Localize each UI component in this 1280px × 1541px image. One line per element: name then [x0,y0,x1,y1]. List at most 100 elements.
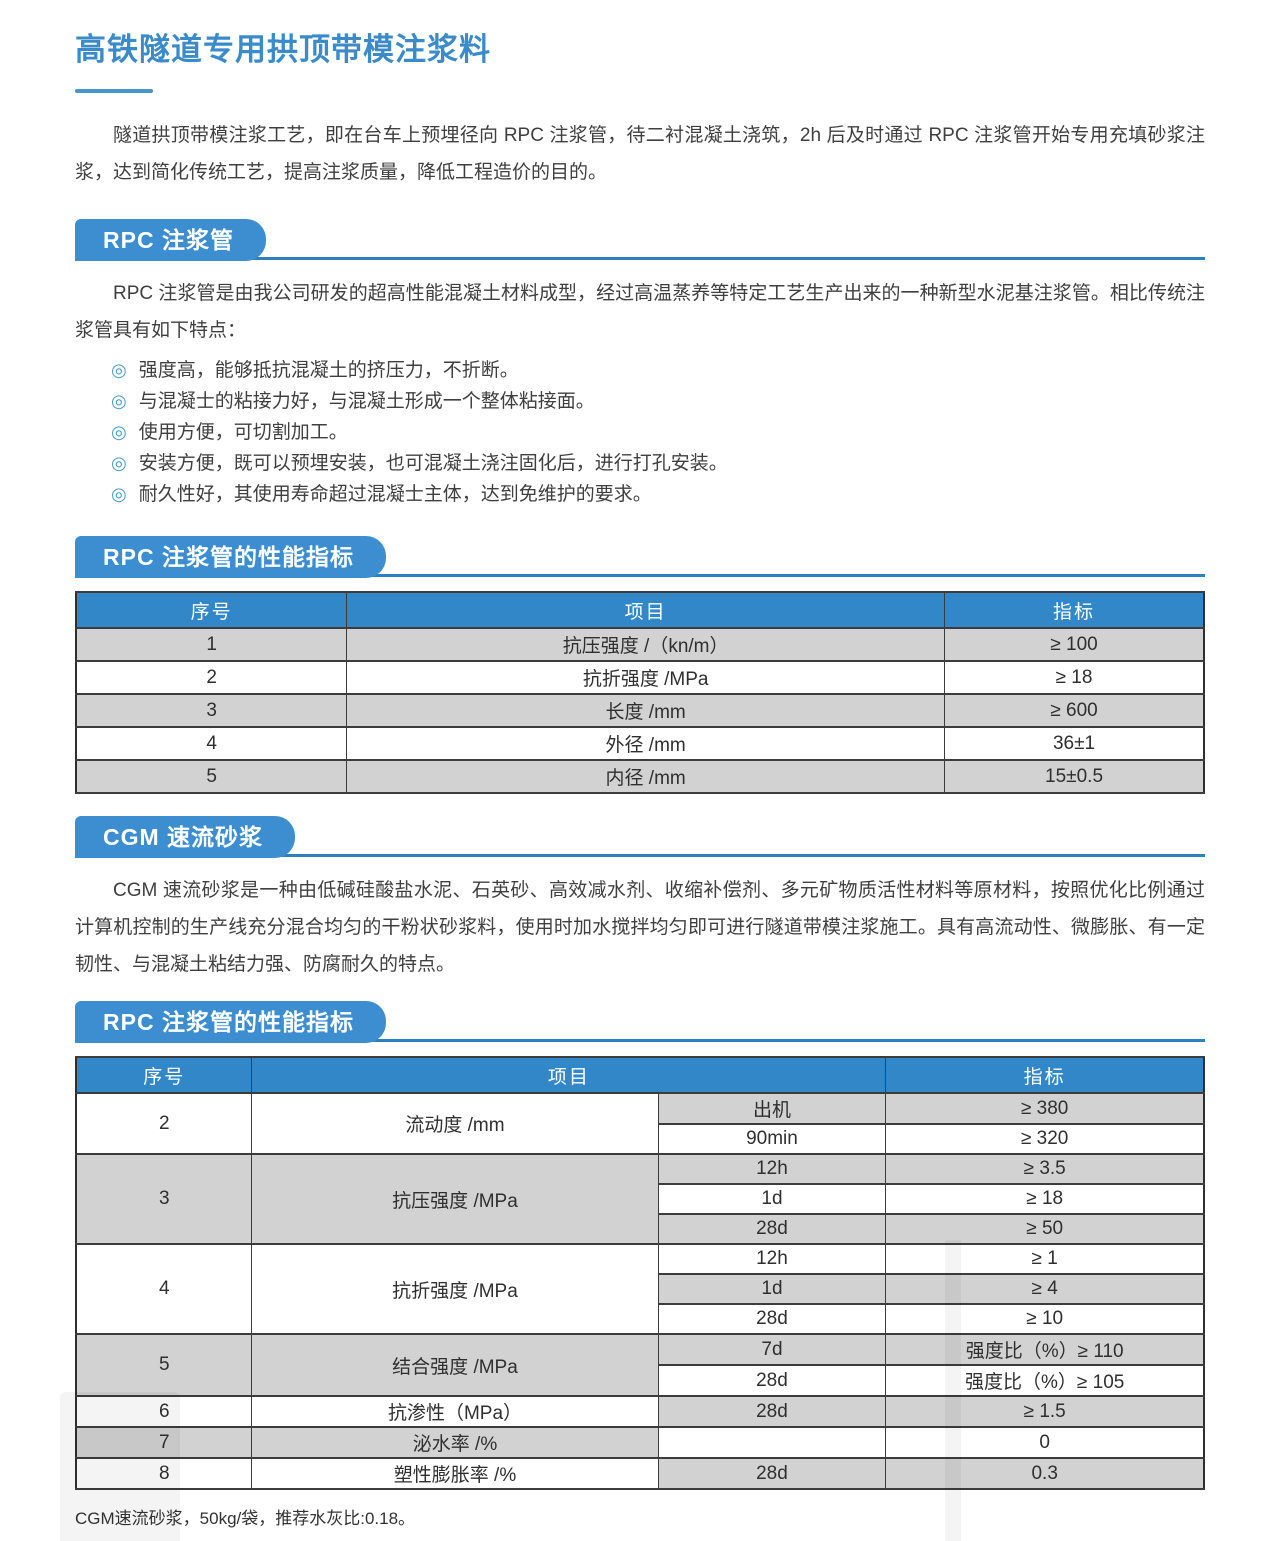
cell-value: ≥ 3.5 [885,1153,1205,1185]
feature-text: 使用方便，可切割加工。 [138,422,348,443]
cell-value: 强度比（%）≥ 110 [885,1333,1205,1366]
section-banner-cgm-spec: RPC 注浆管的性能指标 [75,1001,386,1043]
column-header-item: 项目 [251,1056,887,1094]
cell-no: 7 [75,1426,253,1459]
column-header-item: 项目 [346,591,946,629]
cell-value: ≥ 320 [885,1123,1205,1155]
cell-condition: 1d [657,1273,887,1305]
table-row: 2 抗折强度 /MPa ≥ 18 [75,660,1205,695]
column-header-no: 序号 [75,1056,253,1094]
feature-text: 耐久性好，其使用寿命超过混凝士主体，达到免维护的要求。 [138,484,652,505]
table-row: 3 长度 /mm ≥ 600 [75,693,1205,728]
feature-list-item: ◎ 安装方便，既可以预埋安装，也可混凝土浇注固化后，进行打孔安装。 [111,448,1205,479]
cell-no: 2 [75,1092,253,1155]
cell-condition: 12h [657,1153,887,1185]
cell-item: 内径 /mm [346,759,946,794]
cell-value: ≥ 10 [885,1303,1205,1335]
table-row: 4 外径 /mm 36±1 [75,726,1205,761]
cell-value: ≥ 380 [885,1092,1205,1125]
cell-item: 抗渗性（MPa） [251,1395,659,1428]
cell-value: ≥ 1.5 [885,1395,1205,1428]
table-header-row: 序号 项目 指标 [75,591,1205,629]
section-banner-rpc-pipe: RPC 注浆管 [75,219,266,261]
cell-condition [657,1426,887,1459]
column-header-index: 指标 [885,1056,1205,1094]
cell-value: ≥ 4 [885,1273,1205,1305]
feature-text: 与混凝士的粘接力好，与混凝土形成一个整体粘接面。 [138,391,595,412]
ring-bullet-icon: ◎ [111,422,127,442]
cell-value: ≥ 18 [944,660,1205,695]
cell-no: 6 [75,1395,253,1428]
cell-condition: 出机 [657,1092,887,1125]
table-row: 28d ≥ 10 [76,1303,1205,1335]
cell-value: ≥ 18 [885,1183,1205,1215]
cell-value: 强度比（%）≥ 105 [885,1364,1205,1397]
table-row: 2 流动度 /mm 出机 ≥ 380 [75,1092,1205,1155]
cell-no: 2 [75,660,348,695]
table-row: 28d 强度比（%）≥ 105 [76,1364,1205,1397]
cell-no: 3 [75,693,348,728]
cell-item: 塑性膨胀率 /% [251,1457,659,1490]
section-banner-cgm-spec-wrap: RPC 注浆管的性能指标 [75,1001,1205,1043]
table-row: 5 内径 /mm 15±0.5 [75,759,1205,794]
table-row: 5 结合强度 /MPa 7d 强度比（%）≥ 110 [75,1333,1205,1397]
cgm-performance-table: 序号 项目 指标 2 流动度 /mm 出机 ≥ 380 90min ≥ 320 3 抗压强度 … [75,1056,1205,1490]
feature-text: 安装方便，既可以预埋安装，也可混凝土浇注固化后，进行打孔安装。 [138,453,728,474]
cell-condition: 28d [657,1303,887,1335]
ring-bullet-icon: ◎ [111,360,127,380]
rpc-feature-list: ◎ 强度高，能够抵抗混凝土的挤压力，不折断。 ◎ 与混凝士的粘接力好，与混凝土形成一个… [75,355,1205,510]
rpc-paragraph: RPC 注浆管是由我公司研发的超高性能混凝土材料成型，经过高温蒸养等特定工艺生产… [75,283,1205,341]
cell-no: 8 [75,1457,253,1490]
cell-value: ≥ 100 [944,627,1205,662]
intro-paragraph: 隧道拱顶带模注浆工艺，即在台车上预埋径向 RPC 注浆管，待二衬混凝土浇筑，2h… [75,125,1205,183]
table-footnote: CGM速流砂浆，50kg/袋，推荐水灰比:0.18。 [75,1509,416,1528]
table-row: 1d ≥ 18 [76,1183,1205,1215]
cell-value: 36±1 [944,726,1205,761]
section-banner-rpc-spec: RPC 注浆管的性能指标 [75,536,386,578]
ring-bullet-icon: ◎ [111,453,127,473]
cell-no: 1 [75,627,348,662]
cell-condition: 90min [657,1123,887,1155]
cell-item: 流动度 /mm [251,1092,659,1155]
banner-rule-line [75,574,1205,577]
cell-condition: 12h [657,1243,887,1275]
cell-value: ≥ 1 [885,1243,1205,1275]
feature-list-item: ◎ 与混凝士的粘接力好，与混凝土形成一个整体粘接面。 [111,386,1205,417]
table-header-row: 序号 项目 指标 [75,1056,1205,1094]
cell-no: 5 [75,759,348,794]
banner-rule-line [75,257,1205,260]
feature-text: 强度高，能够抵抗混凝土的挤压力，不折断。 [138,360,519,381]
cell-no: 3 [75,1153,253,1245]
feature-list-item: ◎ 耐久性好，其使用寿命超过混凝士主体，达到免维护的要求。 [111,479,1205,510]
cell-value: 15±0.5 [944,759,1205,794]
cell-condition: 28d [657,1364,887,1397]
cell-item: 结合强度 /MPa [251,1333,659,1397]
cell-condition: 28d [657,1395,887,1428]
cell-condition: 28d [657,1213,887,1245]
table-row: 1d ≥ 4 [76,1273,1205,1305]
cell-condition: 28d [657,1457,887,1490]
cell-value: 0.3 [885,1457,1205,1490]
table-row: 90min ≥ 320 [76,1123,1205,1155]
section-banner-rpc-pipe-wrap: RPC 注浆管 [75,219,1205,261]
table-row: 1 抗压强度 /（kn/m） ≥ 100 [75,627,1205,662]
feature-list-item: ◎ 强度高，能够抵抗混凝土的挤压力，不折断。 [111,355,1205,386]
rpc-performance-table: 序号 项目 指标 1 抗压强度 /（kn/m） ≥ 100 2 抗折强度 /MPa ≥ 1… [75,591,1205,794]
table-row: 28d ≥ 50 [76,1213,1205,1245]
cell-item: 长度 /mm [346,693,946,728]
cell-no: 4 [75,1243,253,1335]
column-header-index: 指标 [944,591,1205,629]
cgm-paragraph: CGM 速流砂浆是一种由低碱硅酸盐水泥、石英砂、高效减水剂、收缩补偿剂、多元矿物… [75,880,1205,975]
cell-value: ≥ 600 [944,693,1205,728]
section-banner-cgm-wrap: CGM 速流砂浆 [75,816,1205,858]
table-row: 3 抗压强度 /MPa 12h ≥ 3.5 [75,1153,1205,1245]
table-row: 6 抗渗性（MPa） 28d ≥ 1.5 [75,1395,1205,1428]
cell-no: 5 [75,1333,253,1397]
banner-rule-line [75,1039,1205,1042]
table-row: 4 抗折强度 /MPa 12h ≥ 1 [75,1243,1205,1335]
cell-item: 泌水率 /% [251,1426,659,1459]
cell-condition: 7d [657,1333,887,1366]
section-banner-cgm: CGM 速流砂浆 [75,816,296,858]
banner-rule-line [75,854,1205,857]
